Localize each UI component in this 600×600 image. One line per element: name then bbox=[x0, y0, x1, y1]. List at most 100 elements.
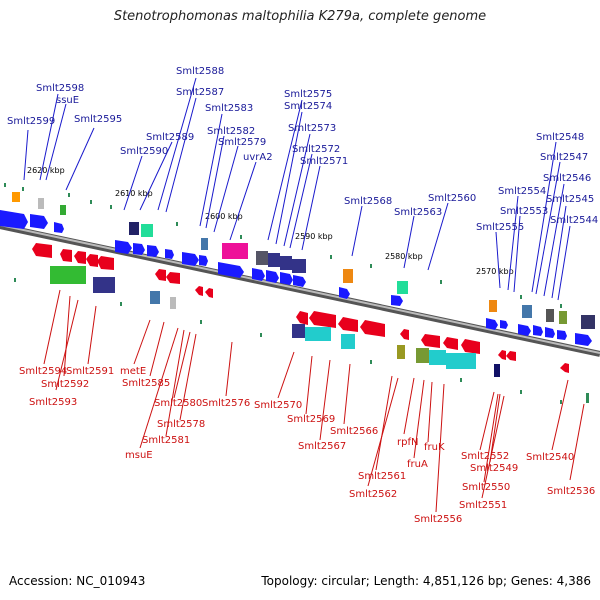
gene-reverse bbox=[360, 320, 385, 337]
gene-reverse bbox=[155, 269, 166, 281]
tick-2600: 2600 kbp bbox=[205, 212, 243, 221]
feature-block bbox=[12, 192, 20, 202]
bottom-labels: Smlt2594 Smlt2591 Smlt2592 Smlt2593 metE… bbox=[19, 366, 595, 525]
gene-reverse bbox=[309, 311, 336, 328]
gene-label: Smlt2589 bbox=[146, 132, 194, 143]
gene-label: Smlt2556 bbox=[414, 514, 462, 525]
gene-label: uvrA2 bbox=[243, 152, 273, 163]
feature-block bbox=[341, 334, 355, 349]
gene-reverse bbox=[421, 334, 440, 348]
gene-forward bbox=[199, 255, 208, 266]
feature-block bbox=[397, 281, 408, 294]
gene-label: Smlt2592 bbox=[41, 379, 89, 390]
gene-reverse bbox=[560, 363, 569, 373]
genome-summary: Topology: circular; Length: 4,851,126 bp… bbox=[261, 574, 591, 588]
gene-label: Smlt2552 bbox=[461, 451, 509, 462]
feature-block bbox=[38, 198, 44, 209]
gene-label: Smlt2579 bbox=[218, 137, 266, 148]
gene-label: Smlt2598 bbox=[36, 83, 84, 94]
gene-reverse bbox=[32, 243, 52, 258]
gene-forward bbox=[252, 268, 265, 281]
feature-block bbox=[292, 324, 305, 338]
gene-reverse bbox=[506, 351, 516, 361]
gene-forward bbox=[115, 240, 132, 254]
gene-label: Smlt2549 bbox=[470, 463, 518, 474]
feature-block bbox=[150, 291, 160, 304]
gene-label: Smlt2561 bbox=[358, 471, 406, 482]
gene-reverse bbox=[461, 339, 480, 354]
gene-label: Smlt2536 bbox=[547, 486, 595, 497]
feature-block bbox=[50, 266, 86, 284]
feature-block bbox=[141, 224, 153, 237]
gene-label: Smlt2560 bbox=[428, 193, 476, 204]
feature-block bbox=[546, 309, 554, 322]
reverse-genes bbox=[32, 243, 569, 373]
feature-block bbox=[416, 348, 429, 363]
gene-label: Smlt2571 bbox=[300, 156, 348, 167]
gene-label: Smlt2569 bbox=[287, 414, 335, 425]
gene-label: Smlt2591 bbox=[66, 366, 114, 377]
gene-forward bbox=[0, 210, 28, 229]
gene-label: Smlt2568 bbox=[344, 196, 392, 207]
gene-label: Smlt2590 bbox=[120, 146, 168, 157]
gene-forward bbox=[486, 318, 498, 330]
gene-label: Smlt2540 bbox=[526, 452, 574, 463]
gene-label: Smlt2573 bbox=[288, 123, 336, 134]
gene-forward bbox=[147, 245, 159, 257]
gene-forward bbox=[557, 330, 567, 340]
gene-label: Smlt2578 bbox=[157, 419, 205, 430]
gene-label: Smlt2594 bbox=[19, 366, 67, 377]
gene-label: Smlt2554 bbox=[498, 186, 546, 197]
gene-forward bbox=[266, 270, 279, 283]
feature-block bbox=[489, 300, 497, 312]
gene-forward bbox=[280, 272, 293, 285]
gene-forward bbox=[533, 325, 543, 336]
gene-label: Smlt2570 bbox=[254, 400, 302, 411]
gene-forward bbox=[293, 275, 306, 287]
gene-reverse bbox=[296, 311, 308, 325]
gene-forward bbox=[30, 214, 48, 229]
gene-label: Smlt2548 bbox=[536, 132, 584, 143]
feature-block bbox=[201, 238, 208, 250]
gene-reverse bbox=[86, 254, 98, 267]
gene-label: Smlt2547 bbox=[540, 152, 588, 163]
gene-forward bbox=[500, 320, 508, 329]
gene-label: Smlt2572 bbox=[292, 144, 340, 155]
feature-block bbox=[292, 259, 306, 273]
gene-label: Smlt2567 bbox=[298, 441, 346, 452]
gene-label: rpfN bbox=[397, 437, 418, 448]
gene-reverse bbox=[74, 251, 86, 264]
gene-forward bbox=[218, 262, 244, 278]
gene-label: Smlt2585 bbox=[122, 378, 170, 389]
gene-forward bbox=[165, 249, 174, 259]
gene-label: Smlt2599 bbox=[7, 116, 55, 127]
feature-block bbox=[60, 205, 66, 215]
gene-label: Smlt2581 bbox=[142, 435, 190, 446]
tick-2580: 2580 kbp bbox=[385, 252, 423, 261]
forward-features bbox=[12, 192, 595, 329]
gene-reverse bbox=[195, 286, 203, 296]
gene-forward bbox=[54, 222, 64, 233]
feature-block bbox=[559, 311, 567, 324]
gene-label: Smlt2563 bbox=[394, 207, 442, 218]
rna-dots bbox=[4, 183, 589, 404]
tick-2620: 2620 kbp bbox=[27, 166, 65, 175]
top-leader-lines bbox=[23, 77, 571, 301]
gene-label: Smlt2546 bbox=[543, 173, 591, 184]
feature-block bbox=[429, 350, 446, 365]
gene-label: Smlt2587 bbox=[176, 87, 224, 98]
gene-label: Smlt2583 bbox=[205, 103, 253, 114]
feature-block bbox=[446, 353, 476, 369]
feature-block bbox=[222, 243, 248, 259]
gene-reverse bbox=[205, 288, 213, 298]
gene-label: fruA bbox=[407, 459, 428, 470]
gene-reverse bbox=[443, 337, 458, 350]
feature-block bbox=[280, 256, 292, 270]
gene-label: Smlt2580 bbox=[154, 398, 202, 409]
tick-2610: 2610 kbp bbox=[115, 189, 153, 198]
gene-reverse bbox=[97, 256, 114, 270]
gene-label: Smlt2553 bbox=[500, 206, 548, 217]
gene-label: msuE bbox=[125, 450, 153, 461]
gene-label: Smlt2566 bbox=[330, 426, 378, 437]
